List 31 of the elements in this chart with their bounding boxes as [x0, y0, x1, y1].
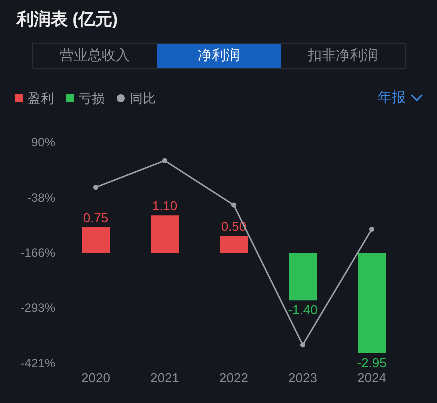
x-tick-label: 2023 — [288, 370, 318, 386]
x-tick-label: 2022 — [220, 370, 248, 386]
x-tick-label: 2024 — [358, 370, 386, 386]
chart-title: 利润表 (亿元) — [16, 10, 118, 29]
y-tick-label: -38% — [27, 190, 56, 205]
y-tick-label: -166% — [20, 246, 56, 260]
point — [162, 158, 168, 164]
bar — [220, 236, 248, 253]
x-tick-label: 2021 — [150, 370, 180, 386]
text: 年报 — [378, 89, 406, 107]
selected-tab: 净利润 — [157, 44, 281, 68]
data-label: -1.40 — [288, 302, 318, 318]
legend-label: 亏损 — [79, 91, 105, 106]
bar — [151, 216, 179, 253]
legend-label: 同比 — [130, 91, 156, 106]
bar — [358, 253, 386, 354]
data-label: -2.95 — [357, 355, 387, 370]
point — [94, 185, 98, 190]
data-label: 1.10 — [152, 198, 178, 214]
point — [370, 226, 374, 232]
point — [300, 342, 306, 348]
y-tick-label: -293% — [20, 301, 56, 316]
tab-strip: 营业总收入 净利润 扣非净利润 — [32, 43, 406, 69]
bar — [289, 253, 317, 301]
legend-label: 盈利 — [28, 91, 54, 106]
bar — [82, 228, 110, 253]
x-tick-label: 2020 — [82, 370, 110, 386]
y-tick-label: -421% — [20, 356, 56, 370]
point — [232, 202, 236, 208]
data-label: 0.75 — [83, 210, 109, 226]
y-tick-label: 90% — [31, 136, 56, 150]
